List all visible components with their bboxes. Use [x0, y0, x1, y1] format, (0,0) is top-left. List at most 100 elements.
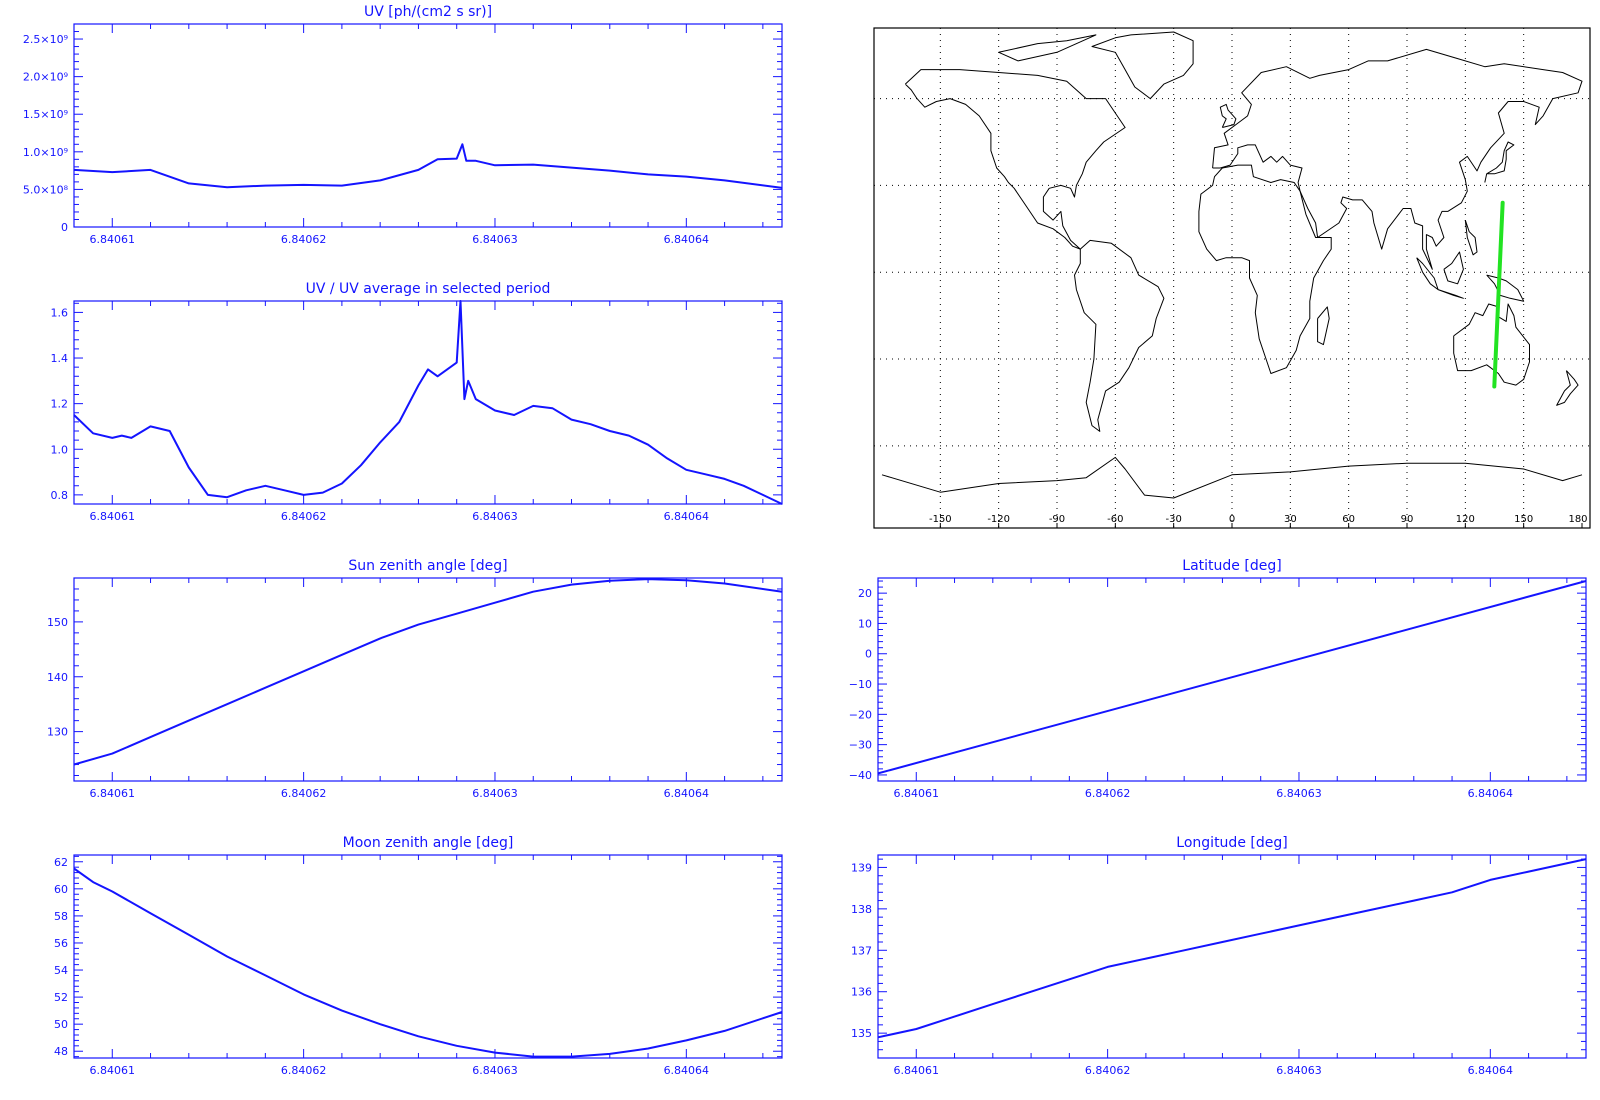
y-tick-label: 62	[54, 856, 68, 869]
chart-title: UV / UV average in selected period	[306, 281, 551, 297]
coastline-philippines	[1464, 219, 1478, 256]
x-tick-label: 6.84062	[281, 510, 327, 523]
y-tick-label: 48	[54, 1045, 68, 1058]
x-tick-label: 6.84063	[472, 233, 518, 246]
y-tick-label: 56	[54, 937, 68, 950]
y-tick-label: 135	[851, 1027, 872, 1040]
plot-frame	[73, 23, 783, 228]
coastline-australia	[1453, 303, 1530, 386]
plot-frame	[877, 577, 1587, 782]
y-tick-label: 139	[851, 861, 872, 874]
coastline-greenland	[1091, 31, 1194, 100]
longitude-chart: Longitude [deg] 6.84061 6.84062 6.84063 6.84…	[851, 835, 1587, 1077]
lon-tick-label: 180	[1568, 514, 1587, 525]
coastline-eurasia	[1212, 48, 1583, 270]
y-tick-label: −40	[849, 769, 872, 782]
y-tick-label: 58	[54, 910, 68, 923]
x-tick-label: 6.84063	[472, 1064, 518, 1077]
y-tick-label: 10	[858, 617, 872, 630]
lon-tick-label: 0	[1229, 514, 1235, 525]
x-tick-label: 6.84063	[1276, 1064, 1322, 1077]
y-tick-label: −10	[849, 678, 872, 691]
coastline-new-zealand	[1556, 370, 1579, 406]
y-tick-label: 140	[47, 671, 68, 684]
lon-tick-label: -90	[1049, 514, 1065, 525]
y-tick-label: 5.0×10⁸	[23, 183, 69, 196]
series-line	[73, 300, 783, 505]
y-tick-label: 54	[54, 964, 68, 977]
x-tick-label: 6.84061	[90, 233, 136, 246]
uv-chart: UV [ph/(cm2 s sr)] 6.84061 6.84062 6.84063 6…	[23, 4, 783, 246]
plot-frame	[73, 300, 783, 505]
coastline-uk	[1219, 103, 1237, 128]
x-tick-label: 6.84061	[894, 787, 940, 800]
y-tick-label: 136	[851, 986, 872, 999]
latitude-chart: Latitude [deg] 6.84061 6.84062 6.84063 6.840…	[849, 558, 1587, 800]
x-tick-label: 6.84064	[664, 233, 710, 246]
y-tick-label: 1.5×10⁹	[23, 108, 68, 121]
y-tick-label: 1.4	[51, 352, 69, 365]
y-tick-label: 2.5×10⁹	[23, 33, 68, 46]
x-tick-label: 6.84062	[1085, 1064, 1131, 1077]
x-tick-label: 6.84064	[664, 1064, 710, 1077]
world-map-panel: -150 -120 -90 -60 -30 0 30 60 90 120 150 180	[873, 27, 1591, 529]
x-tick-label: 6.84063	[472, 510, 518, 523]
y-tick-label: 52	[54, 991, 68, 1004]
series-line	[877, 858, 1587, 1039]
x-tick-label: 6.84064	[1468, 1064, 1514, 1077]
x-tick-label: 6.84062	[1085, 787, 1131, 800]
chart-title: Latitude [deg]	[1182, 558, 1281, 574]
map-frame	[873, 27, 1591, 529]
y-tick-label: 60	[54, 883, 68, 896]
y-tick-label: −20	[849, 708, 872, 721]
y-tick-label: 150	[47, 616, 68, 629]
coastline-indonesia	[1416, 257, 1464, 299]
lon-tick-label: 30	[1284, 514, 1297, 525]
y-tick-label: 1.6	[51, 306, 69, 319]
plot-frame	[73, 854, 783, 1059]
coastline-japan	[1484, 141, 1515, 183]
x-tick-label: 6.84064	[664, 787, 710, 800]
y-tick-label: 0	[865, 648, 872, 661]
x-tick-label: 6.84063	[1276, 787, 1322, 800]
x-tick-label: 6.84063	[472, 787, 518, 800]
plot-frame	[877, 854, 1587, 1059]
x-tick-label: 6.84061	[894, 1064, 940, 1077]
coastline-africa	[1198, 164, 1332, 374]
y-tick-label: 50	[54, 1018, 68, 1031]
chart-title: Sun zenith angle [deg]	[348, 558, 507, 574]
lon-tick-label: 60	[1342, 514, 1355, 525]
x-tick-label: 6.84062	[281, 787, 327, 800]
x-tick-label: 6.84061	[90, 787, 136, 800]
x-tick-label: 6.84064	[664, 510, 710, 523]
y-tick-label: 1.0×10⁹	[23, 146, 68, 159]
coastline-south-america	[1074, 239, 1165, 432]
series-line	[73, 578, 783, 766]
x-tick-label: 6.84064	[1468, 787, 1514, 800]
coastline-borneo	[1443, 251, 1464, 285]
series-line	[73, 143, 783, 189]
y-tick-label: 20	[858, 587, 872, 600]
y-tick-label: 2.0×10⁹	[23, 71, 68, 84]
coastline-arctic-islands	[998, 34, 1097, 62]
uv-ratio-chart: UV / UV average in selected period 6.8406…	[51, 281, 783, 523]
y-tick-label: 138	[851, 903, 872, 916]
y-tick-label: 1.0	[51, 443, 69, 456]
lon-tick-label: 120	[1456, 514, 1475, 525]
lon-tick-label: 150	[1514, 514, 1533, 525]
lon-tick-label: -120	[987, 514, 1010, 525]
y-tick-label: 0.8	[51, 489, 69, 502]
y-tick-label: −30	[849, 739, 872, 752]
chart-title: Moon zenith angle [deg]	[343, 835, 514, 851]
x-tick-label: 6.84061	[90, 1064, 136, 1077]
y-tick-label: 0	[61, 221, 68, 234]
x-tick-label: 6.84061	[90, 510, 136, 523]
y-tick-label: 1.2	[51, 398, 69, 411]
sun-zenith-chart: Sun zenith angle [deg] 6.84061 6.84062 6.84…	[47, 558, 783, 800]
lon-tick-label: -30	[1165, 514, 1181, 525]
y-tick-label: 137	[851, 944, 872, 957]
chart-title: Longitude [deg]	[1176, 835, 1287, 851]
moon-zenith-chart: Moon zenith angle [deg] 6.84061 6.84062 6.8…	[54, 835, 783, 1077]
lon-tick-label: -60	[1107, 514, 1123, 525]
